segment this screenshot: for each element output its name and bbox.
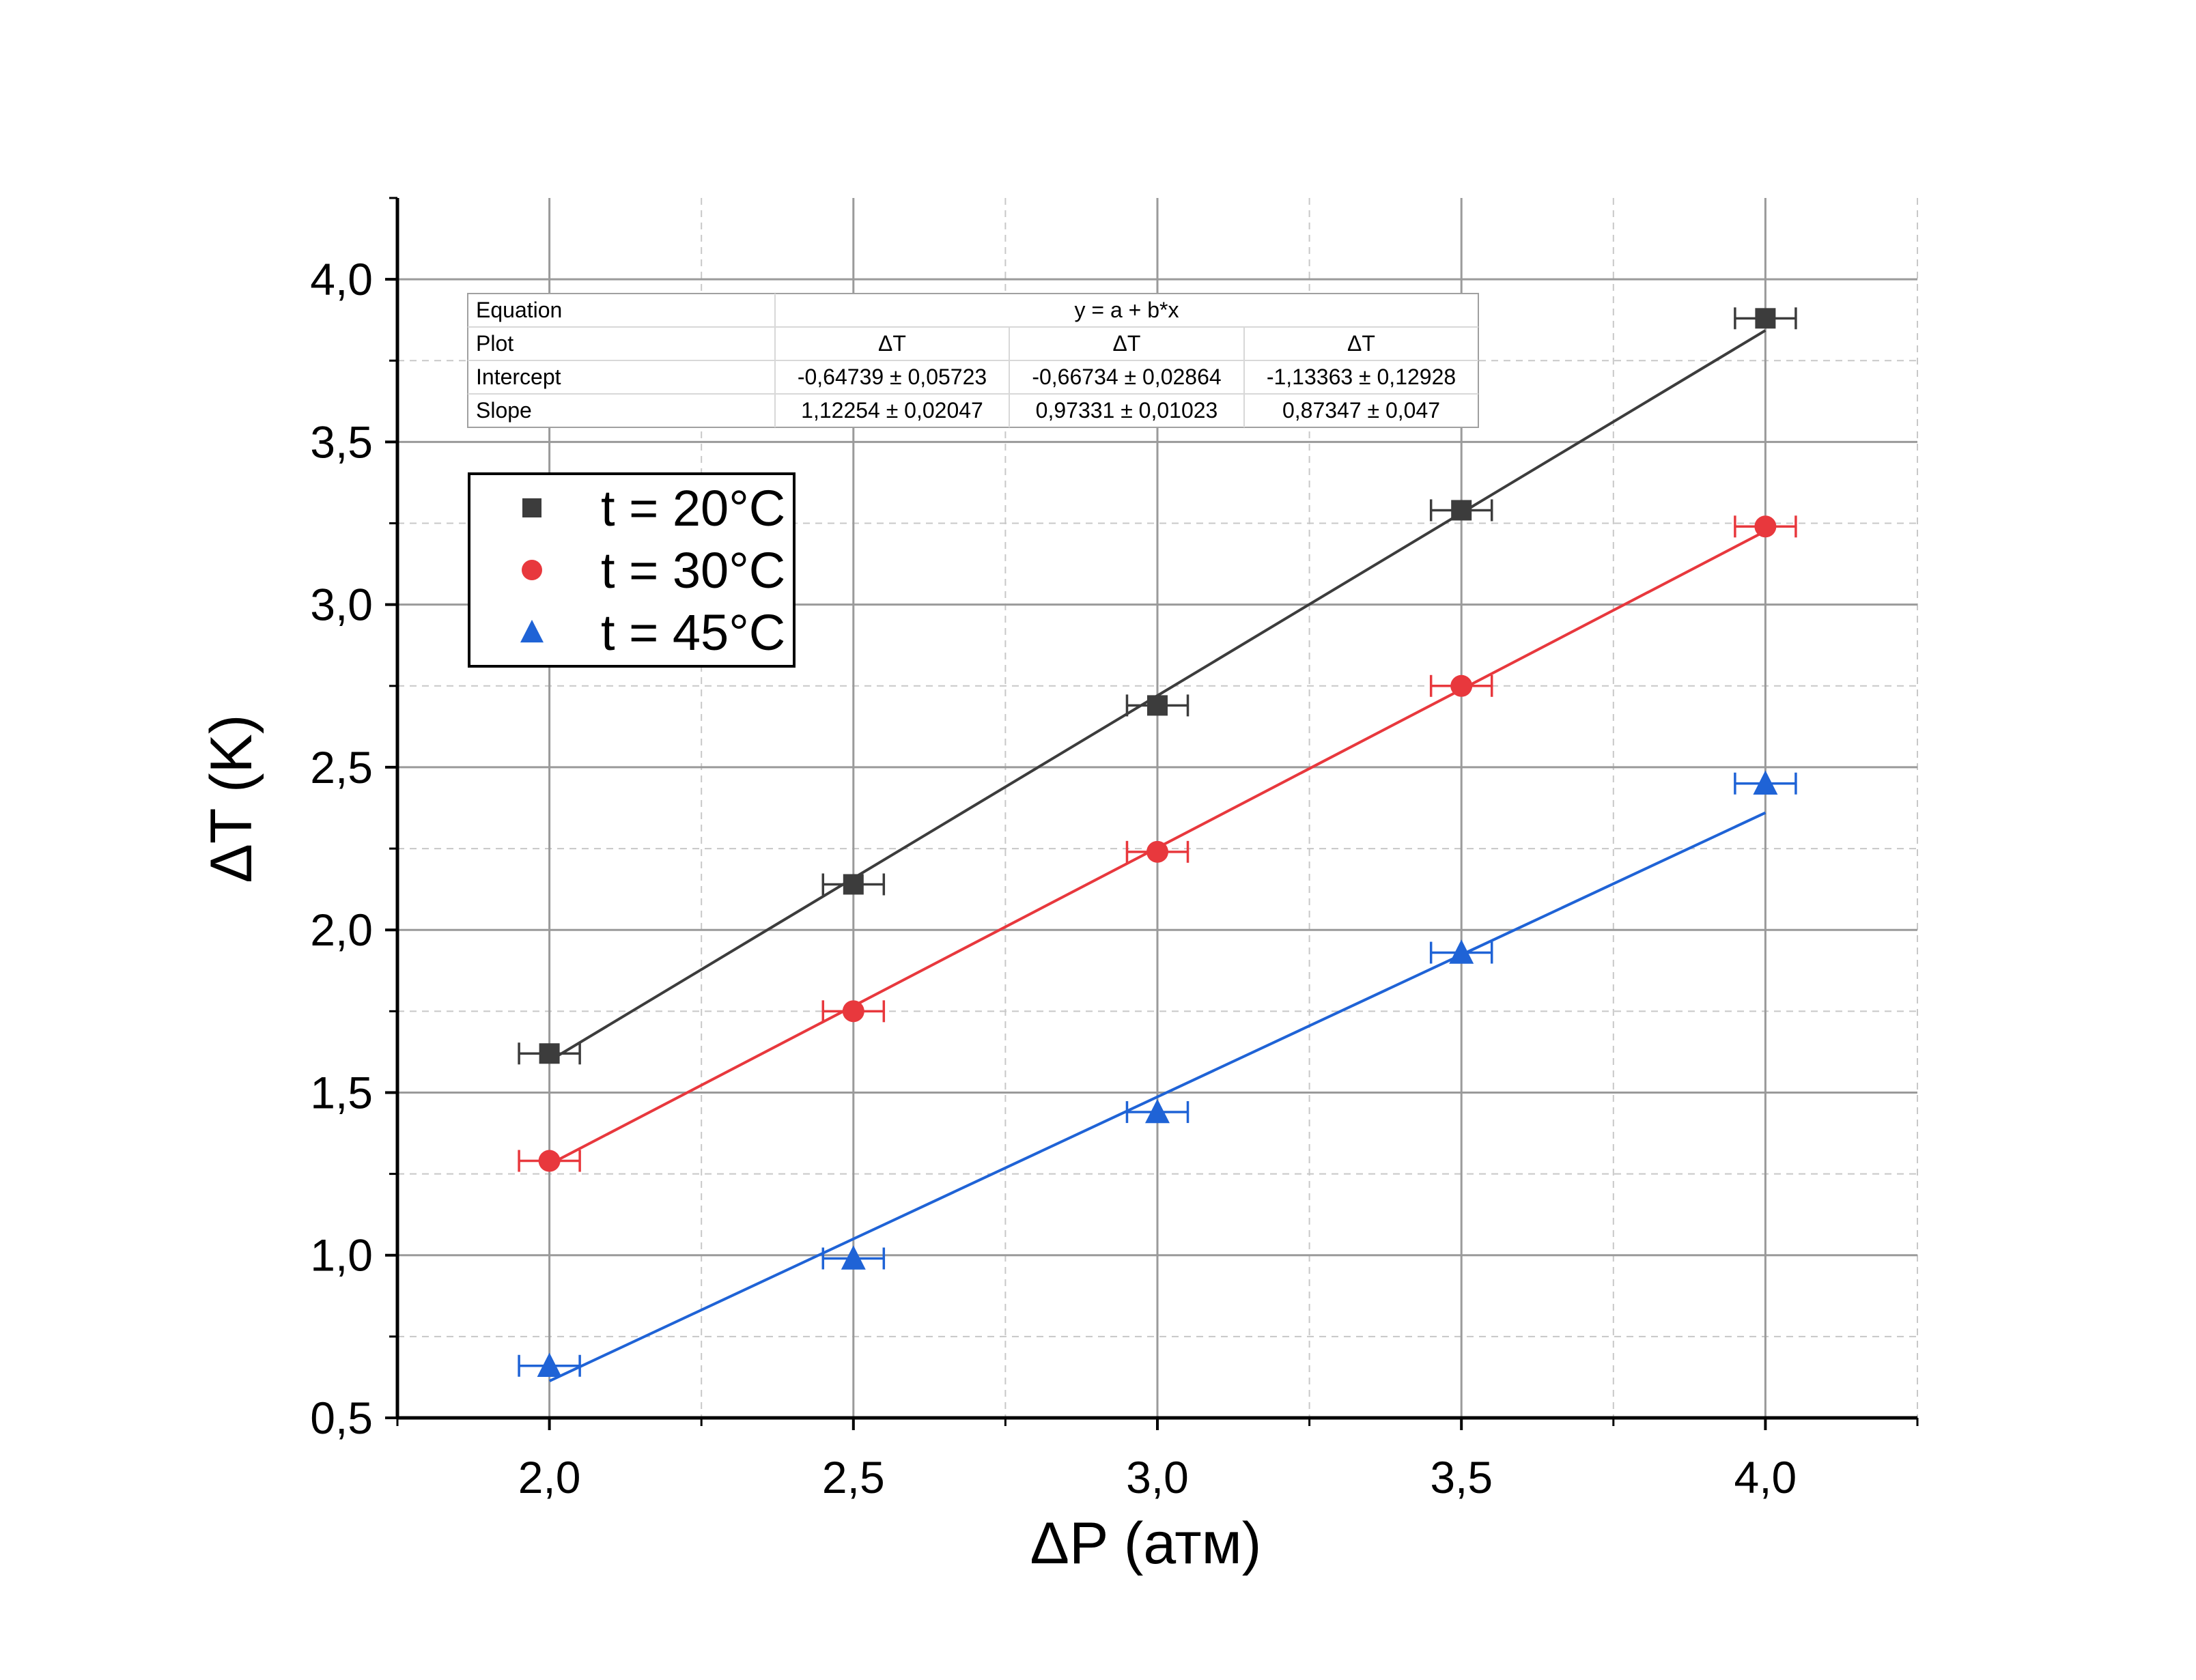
table-row-label: Slope (476, 398, 532, 423)
legend: t = 20°Ct = 30°Ct = 45°C (468, 472, 796, 668)
x-tick-label: 4,0 (1734, 1452, 1797, 1503)
y-tick-label: 3,0 (310, 580, 373, 630)
fit-parameters-table: Equation y = a + b*x Plot ΔT ΔT ΔT Intercept -0… (467, 293, 1479, 428)
data-point (841, 1245, 866, 1270)
table-cell: y = a + b*x (1075, 298, 1179, 322)
data-point (538, 1150, 561, 1172)
table-cell: 0,97331 ± 0,01023 (1036, 398, 1218, 423)
table-row-label: Intercept (476, 365, 561, 389)
error-bars (518, 307, 1797, 1377)
table-cell: ΔT (1347, 331, 1375, 356)
table-cell: -1,13363 ± 0,12928 (1267, 365, 1456, 389)
y-axis-title: ΔT (K) (199, 715, 264, 883)
table-cell: -0,64739 ± 0,05723 (798, 365, 987, 389)
data-point (1450, 674, 1473, 697)
legend-marker (522, 560, 542, 580)
data-point (1755, 308, 1776, 329)
data-point (1146, 840, 1168, 863)
y-tick-label: 0,5 (310, 1393, 373, 1443)
data-point (537, 1352, 562, 1378)
y-tick-label: 2,0 (310, 905, 373, 955)
axes: 2,0 2,5 3,0 3,5 4,0 0,5 1,0 1,5 2,0 2,5 3,0 3,5 4,0 (310, 197, 1919, 1503)
data-point (539, 1043, 560, 1064)
legend-label: t = 20°C (601, 480, 785, 537)
fit-line (548, 811, 1766, 1382)
x-axis-title: ΔP (атм) (1030, 1511, 1262, 1576)
x-tick-label: 2,5 (822, 1452, 885, 1503)
data-point (1754, 515, 1777, 538)
table-row-label: Equation (476, 298, 562, 322)
table-cell: -0,66734 ± 0,02864 (1032, 365, 1221, 389)
table-row-label: Plot (476, 331, 513, 356)
y-tick-label: 2,5 (310, 742, 373, 793)
data-point (1449, 939, 1474, 964)
x-tick-label: 3,0 (1126, 1452, 1189, 1503)
y-tick-label: 3,5 (310, 416, 373, 467)
y-tick-label: 1,0 (310, 1230, 373, 1281)
legend-label: t = 45°C (601, 604, 785, 661)
data-point (1145, 1098, 1170, 1124)
table-cell: 0,87347 ± 0,047 (1282, 398, 1440, 423)
data-point (1147, 695, 1168, 716)
data-markers (537, 308, 1778, 1378)
data-point (1753, 770, 1778, 795)
x-tick-label: 2,0 (518, 1452, 581, 1503)
y-tick-label: 4,0 (310, 254, 373, 304)
legend-marker (522, 498, 541, 517)
table-cell: ΔT (1113, 331, 1141, 356)
table-cell: 1,12254 ± 0,02047 (801, 398, 983, 423)
data-point (843, 874, 864, 895)
legend-marker (520, 619, 544, 643)
x-tick-label: 3,5 (1430, 1452, 1493, 1503)
table-cell: ΔT (878, 331, 906, 356)
data-point (842, 1000, 864, 1023)
legend-label: t = 30°C (601, 542, 785, 599)
data-point (1451, 500, 1472, 521)
y-tick-label: 1,5 (310, 1067, 373, 1117)
